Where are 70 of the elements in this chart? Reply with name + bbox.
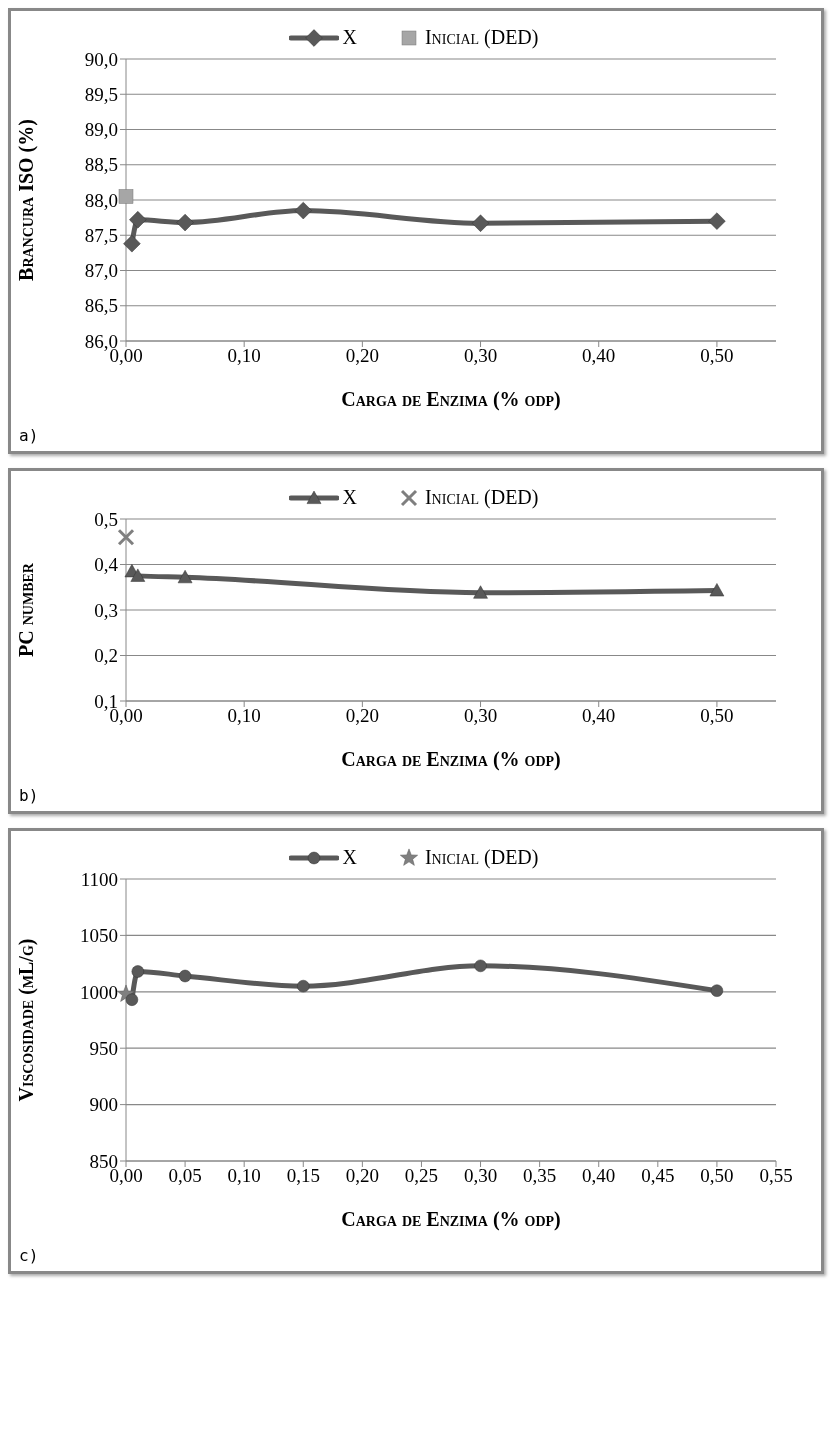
y-tick-label: 900 — [89, 1094, 118, 1116]
point — [130, 568, 146, 582]
x-tick-label: 0,30 — [463, 345, 498, 367]
point — [474, 959, 487, 973]
legend-label: X — [342, 26, 357, 49]
text: a) — [19, 426, 39, 445]
point — [125, 993, 139, 1006]
y-axis-title: Viscosidade (mL/g) — [15, 938, 39, 1102]
point — [131, 965, 145, 978]
y-tick-label: 87,5 — [84, 224, 118, 246]
legend-label: X — [342, 846, 357, 869]
x-tick-label: 0,20 — [345, 345, 379, 367]
y-tick-label: 0,5 — [94, 508, 118, 530]
x-tick-label: 0,10 — [227, 705, 261, 727]
point — [473, 585, 488, 599]
y-tick-label: 90,0 — [84, 48, 118, 70]
text: b) — [19, 786, 39, 805]
y-axis-title: PC number — [15, 562, 38, 657]
y-axis-title: Brancura ISO (%) — [15, 119, 39, 281]
point — [471, 214, 490, 232]
x-tick-label: 0,55 — [759, 1165, 793, 1187]
x-tick-label: 0,40 — [582, 705, 616, 727]
point — [123, 235, 141, 253]
x-tick-label: 0,30 — [463, 705, 498, 727]
y-tick-label: 86,5 — [84, 295, 118, 317]
y-tick-label: 1100 — [80, 868, 118, 890]
x-tick-label: 0,50 — [700, 345, 734, 367]
y-tick-label: 0,4 — [94, 554, 119, 576]
x-axis-title: Carga de Enzima (% odp) — [341, 748, 561, 771]
point — [118, 189, 134, 204]
point — [178, 969, 192, 983]
y-tick-label: 87,0 — [84, 260, 118, 282]
y-tick-label: 950 — [89, 1037, 118, 1059]
x-tick-label: 0,20 — [345, 1165, 379, 1187]
y-tick-label: 88,0 — [84, 189, 118, 211]
x-tick-label: 0,15 — [286, 1165, 320, 1187]
y-tick-label: 88,5 — [84, 154, 118, 176]
x-tick-label: 0,10 — [227, 345, 261, 367]
x-axis-title: Carga de Enzima (% odp) — [341, 1208, 561, 1231]
point — [709, 583, 725, 597]
y-tick-label: 1050 — [80, 925, 118, 947]
x-tick-label: 0,45 — [641, 1165, 675, 1187]
y-tick-label: 89,5 — [84, 84, 118, 105]
legend-label: Inicial (DED) — [424, 846, 539, 869]
point — [129, 211, 147, 229]
point — [176, 213, 194, 232]
x-tick-label: 0,10 — [227, 1165, 261, 1187]
point — [297, 979, 310, 993]
x-tick-label: 0,40 — [582, 345, 616, 367]
x-tick-label: 0,35 — [523, 1165, 557, 1187]
y-tick-label: 89,0 — [84, 119, 118, 141]
legend-label: X — [342, 486, 357, 509]
legend-label: Inicial (DED) — [424, 26, 539, 49]
point — [710, 984, 724, 997]
y-tick-label: 0,3 — [94, 599, 118, 621]
text: c) — [19, 1246, 39, 1265]
point — [294, 201, 312, 220]
x-tick-label: 0,50 — [700, 705, 734, 727]
point — [708, 212, 726, 230]
x-tick-label: 0,25 — [404, 1165, 439, 1187]
x-tick-label: 0,05 — [168, 1165, 202, 1187]
legend-label: Inicial (DED) — [424, 486, 539, 509]
y-tick-label: 0,2 — [94, 645, 118, 667]
point — [177, 569, 193, 584]
x-tick-label: 0,40 — [582, 1165, 616, 1187]
x-tick-label: 0,50 — [700, 1165, 734, 1187]
y-tick-label: 1000 — [80, 981, 118, 1003]
x-axis-title: Carga de Enzima (% odp) — [341, 388, 561, 411]
x-tick-label: 0,20 — [345, 705, 379, 727]
x-tick-label: 0,30 — [463, 1165, 498, 1187]
